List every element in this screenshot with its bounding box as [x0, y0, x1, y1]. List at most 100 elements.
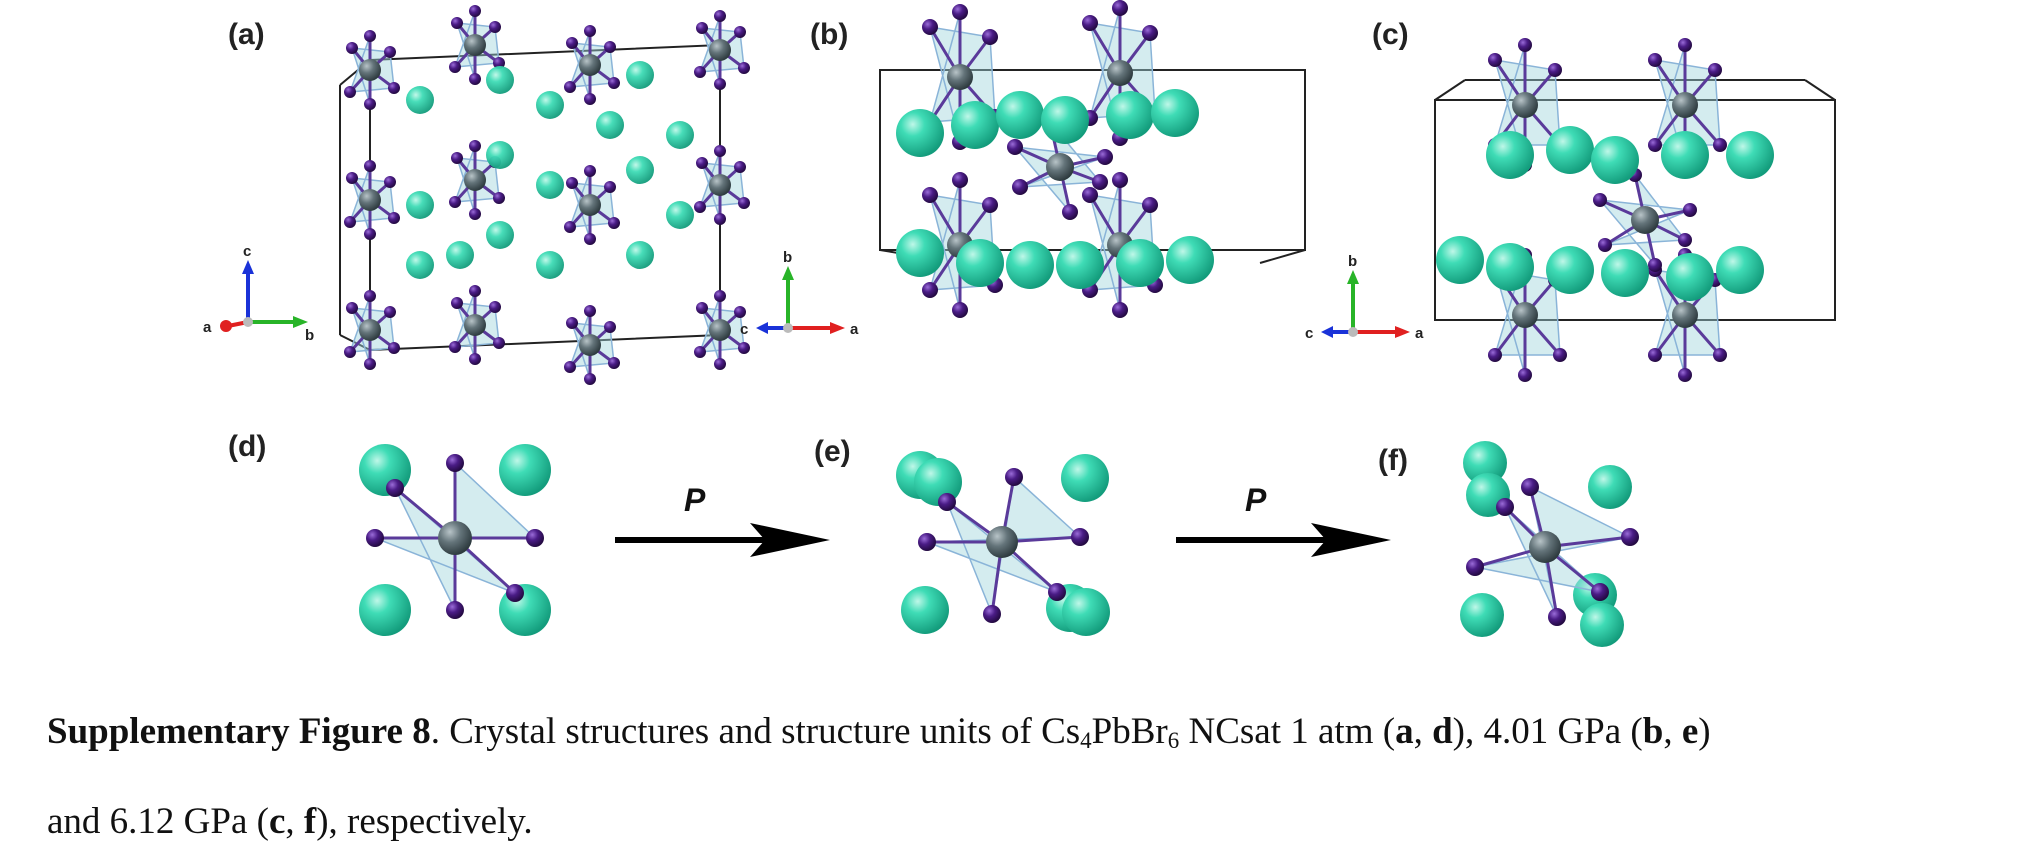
br-atom — [584, 165, 596, 177]
cs-atom — [626, 61, 654, 89]
axis-label-b-right: a — [850, 321, 859, 338]
cs-atom — [1486, 243, 1534, 291]
panel-label-b: (b) — [810, 18, 849, 51]
cs-atom — [486, 66, 514, 94]
cs-atom — [486, 141, 514, 169]
cs-atom — [1151, 89, 1199, 137]
cs-atom — [1056, 241, 1104, 289]
br-atom — [469, 353, 481, 365]
br-atom — [1005, 468, 1023, 486]
br-atom — [696, 22, 708, 34]
br-atom — [922, 282, 938, 298]
br-atom — [1521, 478, 1539, 496]
pb-atom — [464, 314, 486, 336]
br-atom — [1553, 348, 1567, 362]
br-atom — [952, 4, 968, 20]
br-atom — [918, 533, 936, 551]
pb-atom — [986, 526, 1018, 558]
br-atom — [506, 584, 524, 602]
br-atom — [952, 302, 968, 318]
br-atom — [604, 41, 616, 53]
caption-text: ) — [1698, 711, 1711, 752]
br-atom — [388, 82, 400, 94]
br-atom — [384, 176, 396, 188]
br-atom — [446, 454, 464, 472]
br-atom — [734, 306, 746, 318]
cs-atom — [536, 171, 564, 199]
br-atom — [1648, 53, 1662, 67]
br-atom — [469, 73, 481, 85]
pressure-arrow-1 — [615, 523, 830, 557]
br-atom — [734, 161, 746, 173]
cs-atom — [1460, 593, 1504, 637]
br-atom — [584, 305, 596, 317]
br-atom — [1713, 138, 1727, 152]
pb-atom — [1046, 153, 1074, 181]
axis-triad-c: b c a — [1305, 253, 1424, 342]
br-atom — [983, 605, 1001, 623]
panel-label-c: (c) — [1372, 18, 1409, 51]
br-atom — [938, 493, 956, 511]
cs-atom — [1486, 131, 1534, 179]
pb-atom — [1512, 92, 1538, 118]
br-atom — [1678, 38, 1692, 52]
br-atom — [449, 61, 461, 73]
structure-unit-e — [896, 451, 1110, 636]
cs-atom — [536, 251, 564, 279]
panel-label-d: (d) — [228, 430, 267, 463]
pb-atom — [947, 64, 973, 90]
br-atom — [493, 337, 505, 349]
br-atom — [1488, 53, 1502, 67]
pressure-label-1: P — [684, 482, 706, 518]
br-atom — [1466, 558, 1484, 576]
caption-panel-ref: c — [268, 801, 286, 842]
br-atom — [566, 37, 578, 49]
unit-cell-edge — [1259, 249, 1306, 264]
caption-subscript: 4 — [1080, 728, 1092, 753]
br-atom — [1082, 15, 1098, 31]
br-atom — [346, 42, 358, 54]
br-atom — [1092, 174, 1108, 190]
br-atom — [1708, 63, 1722, 77]
br-atom — [451, 152, 463, 164]
br-atom — [738, 62, 750, 74]
figure-caption-line2: and 6.12 GPa (c, f), respectively. — [47, 800, 533, 843]
br-atom — [1142, 25, 1158, 41]
panel-label-f: (f) — [1378, 444, 1408, 477]
br-atom — [738, 197, 750, 209]
cs-atom — [1591, 136, 1639, 184]
pb-atom — [1672, 92, 1698, 118]
crystal-structure-b — [879, 0, 1306, 318]
br-atom — [922, 187, 938, 203]
br-atom — [384, 306, 396, 318]
cs-atom — [626, 241, 654, 269]
unit-cell-edge — [1434, 79, 1466, 101]
caption-text: and 6.12 GPa ( — [47, 801, 269, 842]
br-atom — [344, 346, 356, 358]
unit-cell-edge — [1804, 79, 1836, 101]
cs-atom — [1588, 465, 1632, 509]
cs-atom — [1580, 603, 1624, 647]
axis-label-c-right: a — [1415, 325, 1424, 342]
br-atom — [1488, 348, 1502, 362]
cs-atom — [666, 201, 694, 229]
pb-atom — [1512, 302, 1538, 328]
br-atom — [604, 321, 616, 333]
axis-label-b-left: c — [740, 321, 748, 338]
br-atom — [346, 302, 358, 314]
cs-atom — [1116, 239, 1164, 287]
caption-text: , — [1413, 711, 1433, 752]
axis-label-c-up: b — [1348, 253, 1357, 270]
cs-atom — [1436, 236, 1484, 284]
cs-atom — [1726, 131, 1774, 179]
br-atom — [1112, 302, 1128, 318]
br-atom — [1683, 203, 1697, 217]
br-atom — [526, 529, 544, 547]
br-atom — [364, 98, 376, 110]
pb-atom — [1107, 60, 1133, 86]
caption-text: ), respectively. — [316, 801, 533, 842]
cs-atom — [996, 91, 1044, 139]
pb-atom — [1672, 302, 1698, 328]
cs-atom — [896, 229, 944, 277]
cs-atom — [1546, 246, 1594, 294]
